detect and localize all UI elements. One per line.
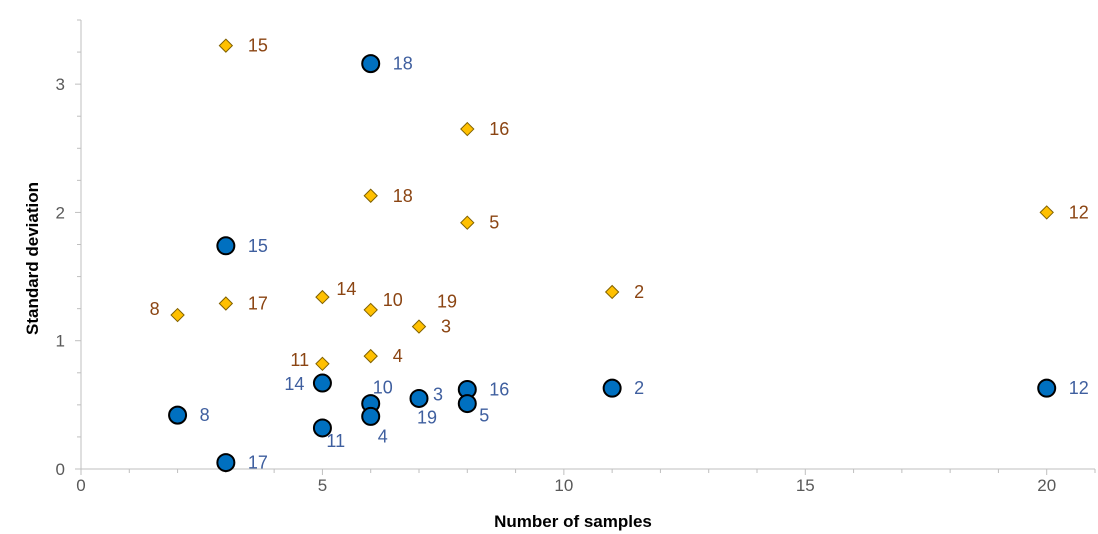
circle-marker xyxy=(361,54,381,74)
diamond-marker xyxy=(170,307,185,323)
circle-data-label: 17 xyxy=(248,453,268,473)
circle-marker xyxy=(361,406,381,426)
circle-marker xyxy=(409,388,429,408)
x-axis-title: Number of samples xyxy=(494,512,652,531)
circle-data-label: 15 xyxy=(248,236,268,256)
circle-data-label: 19 xyxy=(417,407,437,427)
diamond-marker xyxy=(363,188,378,203)
circle-data-label: 5 xyxy=(479,406,489,426)
diamond-marker xyxy=(460,215,475,230)
diamond-data-label: 12 xyxy=(1069,202,1089,222)
diamond-marker xyxy=(460,121,475,137)
circle-data-label: 2 xyxy=(634,378,644,398)
circle-data-label: 12 xyxy=(1069,378,1089,398)
circle-marker xyxy=(1037,378,1057,398)
axes xyxy=(75,19,1096,475)
diamond-marker xyxy=(218,296,234,311)
data-labels: 18 15 2 12 14 16 3 10 5 8 4 19 11 17 15 16 18 12 5 2 14 17 10 8… xyxy=(150,36,1089,473)
diamond-data-label: 16 xyxy=(489,119,509,139)
y-tick-label: 0 xyxy=(56,460,65,479)
diamond-data-label: 17 xyxy=(248,294,268,314)
y-tick-label: 1 xyxy=(56,332,65,351)
y-tick-label: 2 xyxy=(56,203,65,222)
x-ticks: 0 5 10 15 20 xyxy=(76,476,1056,495)
diamond-marker xyxy=(363,348,378,364)
diamond-data-label: 8 xyxy=(150,299,160,319)
diamond-marker xyxy=(315,289,330,305)
diamond-data-label: 2 xyxy=(634,282,644,302)
circle-data-label: 18 xyxy=(393,54,413,74)
diamond-marker xyxy=(363,302,378,318)
circle-marker xyxy=(168,405,188,425)
x-tick-label: 15 xyxy=(796,476,815,495)
x-tick-label: 0 xyxy=(76,476,85,495)
diamond-data-label: 15 xyxy=(248,36,268,56)
x-tick-label: 10 xyxy=(554,476,573,495)
diamond-marker xyxy=(218,38,234,53)
diamond-marker xyxy=(604,284,620,300)
diamond-data-label: 14 xyxy=(336,279,356,299)
x-tick-label: 5 xyxy=(318,476,327,495)
y-axis-title: Standard deviation xyxy=(23,182,42,335)
circle-data-label: 16 xyxy=(489,379,509,399)
diamond-data-label: 10 xyxy=(383,290,403,310)
circle-marker xyxy=(312,418,332,438)
diamond-data-label: 18 xyxy=(393,186,413,206)
circle-marker xyxy=(216,453,236,473)
diamond-marker xyxy=(411,319,427,334)
x-tick-label: 20 xyxy=(1037,476,1056,495)
circle-data-label: 4 xyxy=(378,426,388,446)
diamond-marker xyxy=(315,356,330,372)
circle-data-label: 14 xyxy=(284,374,304,394)
circle-marker xyxy=(216,236,236,256)
diamond-data-label: 4 xyxy=(393,346,403,366)
circle-data-label: 11 xyxy=(326,431,345,451)
circle-marker xyxy=(602,378,622,398)
diamond-data-label: 5 xyxy=(489,213,499,233)
diamond-marker xyxy=(1039,205,1054,220)
data-points xyxy=(168,38,1057,473)
diamond-data-label: 3 xyxy=(441,317,451,337)
diamond-data-label: 11 xyxy=(290,350,309,370)
circle-data-label: 8 xyxy=(200,405,210,425)
circle-marker xyxy=(457,394,477,414)
y-tick-label: 3 xyxy=(56,75,65,94)
circle-data-label: 10 xyxy=(373,378,393,398)
circle-data-label: 3 xyxy=(433,384,443,404)
circle-marker xyxy=(312,373,332,393)
y-ticks: 0 1 2 3 xyxy=(56,75,65,479)
diamond-data-label: 19 xyxy=(437,292,457,312)
